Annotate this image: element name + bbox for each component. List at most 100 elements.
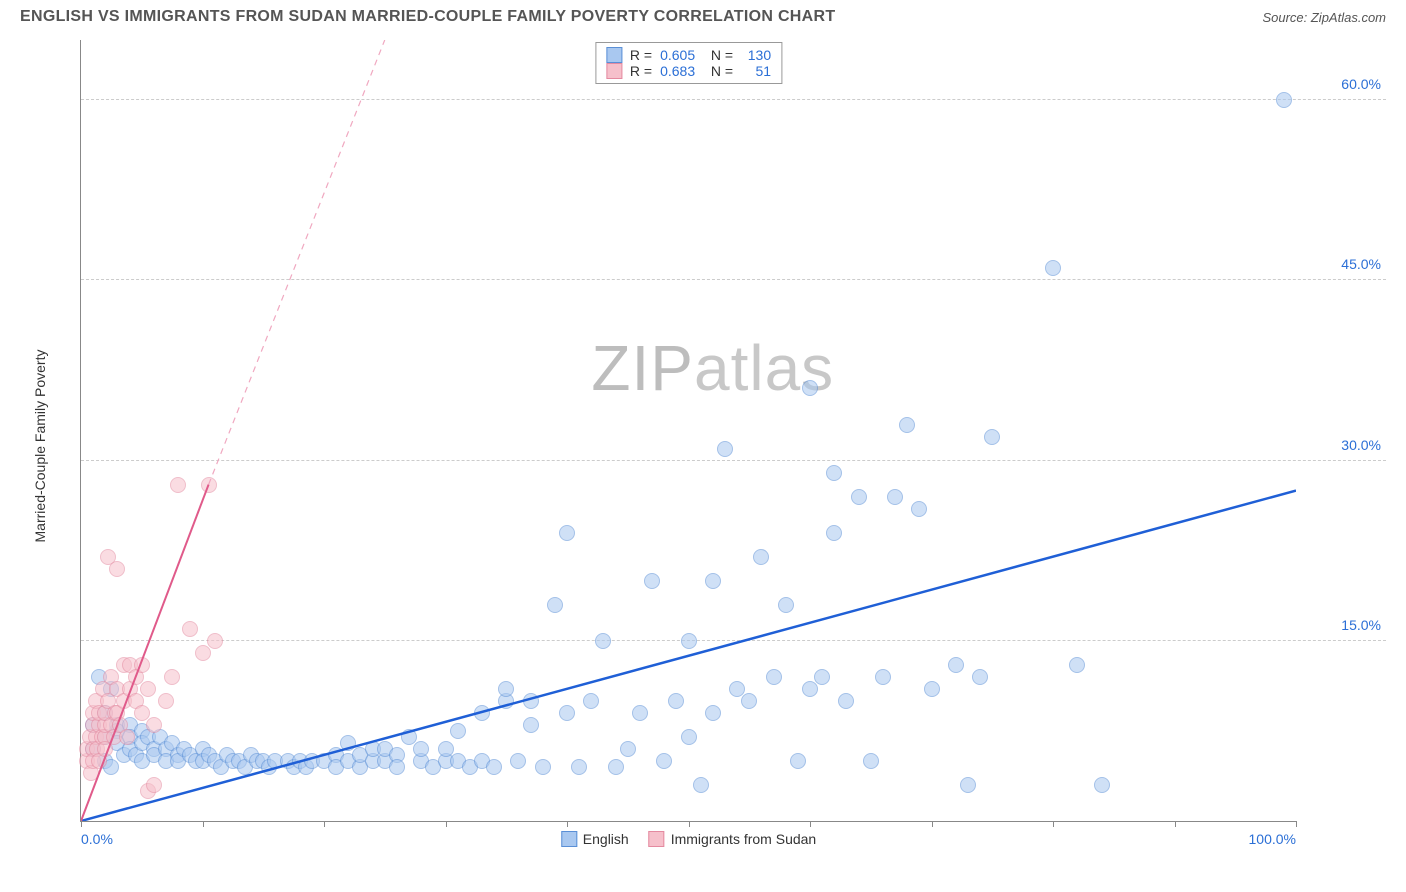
data-point	[790, 753, 806, 769]
data-point	[523, 717, 539, 733]
y-axis-label: Married-Couple Family Poverty	[32, 350, 48, 543]
legend-r-label: R =	[630, 63, 652, 79]
legend-r-label: R =	[630, 47, 652, 63]
gridline-h	[81, 640, 1386, 641]
data-point	[1045, 260, 1061, 276]
x-tick	[932, 821, 933, 827]
data-point	[474, 705, 490, 721]
data-point	[207, 633, 223, 649]
gridline-h	[81, 279, 1386, 280]
y-tick-label: 60.0%	[1341, 76, 1381, 92]
data-point	[705, 705, 721, 721]
data-point	[201, 477, 217, 493]
data-point	[195, 645, 211, 661]
series-legend-label: Immigrants from Sudan	[671, 831, 817, 847]
data-point	[766, 669, 782, 685]
gridline-h	[81, 460, 1386, 461]
data-point	[741, 693, 757, 709]
data-point	[1094, 777, 1110, 793]
x-tick	[810, 821, 811, 827]
x-tick	[203, 821, 204, 827]
data-point	[559, 705, 575, 721]
data-point	[668, 693, 684, 709]
data-point	[547, 597, 563, 613]
data-point	[413, 741, 429, 757]
data-point	[134, 657, 150, 673]
legend-r-value: 0.605	[660, 47, 695, 63]
legend-swatch	[561, 831, 577, 847]
data-point	[583, 693, 599, 709]
data-point	[753, 549, 769, 565]
legend-n-label: N =	[703, 47, 733, 63]
data-point	[826, 525, 842, 541]
data-point	[911, 501, 927, 517]
data-point	[1276, 92, 1292, 108]
data-point	[608, 759, 624, 775]
data-point	[814, 669, 830, 685]
data-point	[632, 705, 648, 721]
data-point	[899, 417, 915, 433]
legend-n-label: N =	[703, 63, 733, 79]
data-point	[571, 759, 587, 775]
data-point	[924, 681, 940, 697]
series-legend-item: Immigrants from Sudan	[649, 831, 817, 847]
data-point	[960, 777, 976, 793]
data-point	[972, 669, 988, 685]
x-tick	[1053, 821, 1054, 827]
data-point	[182, 621, 198, 637]
data-point	[450, 723, 466, 739]
data-point	[486, 759, 502, 775]
x-tick	[1296, 821, 1297, 827]
x-tick	[567, 821, 568, 827]
data-point	[984, 429, 1000, 445]
x-tick	[689, 821, 690, 827]
series-legend: English Immigrants from Sudan	[561, 831, 816, 847]
data-point	[164, 669, 180, 685]
data-point	[620, 741, 636, 757]
data-point	[146, 777, 162, 793]
data-point	[705, 573, 721, 589]
x-tick-label: 100.0%	[1249, 831, 1296, 847]
data-point	[146, 717, 162, 733]
data-point	[802, 681, 818, 697]
legend-row: R = 0.683 N = 51	[606, 63, 771, 79]
watermark-bold: ZIP	[591, 332, 694, 404]
trend-lines	[81, 40, 1296, 821]
data-point	[693, 777, 709, 793]
data-point	[535, 759, 551, 775]
legend-n-value: 130	[741, 47, 771, 63]
data-point	[681, 633, 697, 649]
legend-swatch	[606, 47, 622, 63]
series-legend-label: English	[583, 831, 629, 847]
data-point	[389, 759, 405, 775]
data-point	[109, 561, 125, 577]
gridline-h	[81, 99, 1386, 100]
chart-source: Source: ZipAtlas.com	[1262, 10, 1386, 25]
chart-header: ENGLISH VS IMMIGRANTS FROM SUDAN MARRIED…	[0, 0, 1406, 30]
data-point	[656, 753, 672, 769]
legend-r-value: 0.683	[660, 63, 695, 79]
data-point	[875, 669, 891, 685]
data-point	[851, 489, 867, 505]
data-point	[595, 633, 611, 649]
data-point	[510, 753, 526, 769]
data-point	[170, 477, 186, 493]
data-point	[523, 693, 539, 709]
data-point	[802, 380, 818, 396]
data-point	[838, 693, 854, 709]
data-point	[717, 441, 733, 457]
watermark: ZIPatlas	[591, 331, 834, 405]
plot-region: ZIPatlas R = 0.605 N = 130R = 0.683 N = …	[80, 40, 1296, 822]
data-point	[158, 693, 174, 709]
legend-n-value: 51	[741, 63, 771, 79]
x-tick	[324, 821, 325, 827]
correlation-legend: R = 0.605 N = 130R = 0.683 N = 51	[595, 42, 782, 84]
chart-title: ENGLISH VS IMMIGRANTS FROM SUDAN MARRIED…	[20, 8, 835, 26]
y-tick-label: 15.0%	[1341, 617, 1381, 633]
data-point	[948, 657, 964, 673]
x-tick	[446, 821, 447, 827]
data-point	[887, 489, 903, 505]
x-tick-label: 0.0%	[81, 831, 113, 847]
legend-row: R = 0.605 N = 130	[606, 47, 771, 63]
data-point	[1069, 657, 1085, 673]
